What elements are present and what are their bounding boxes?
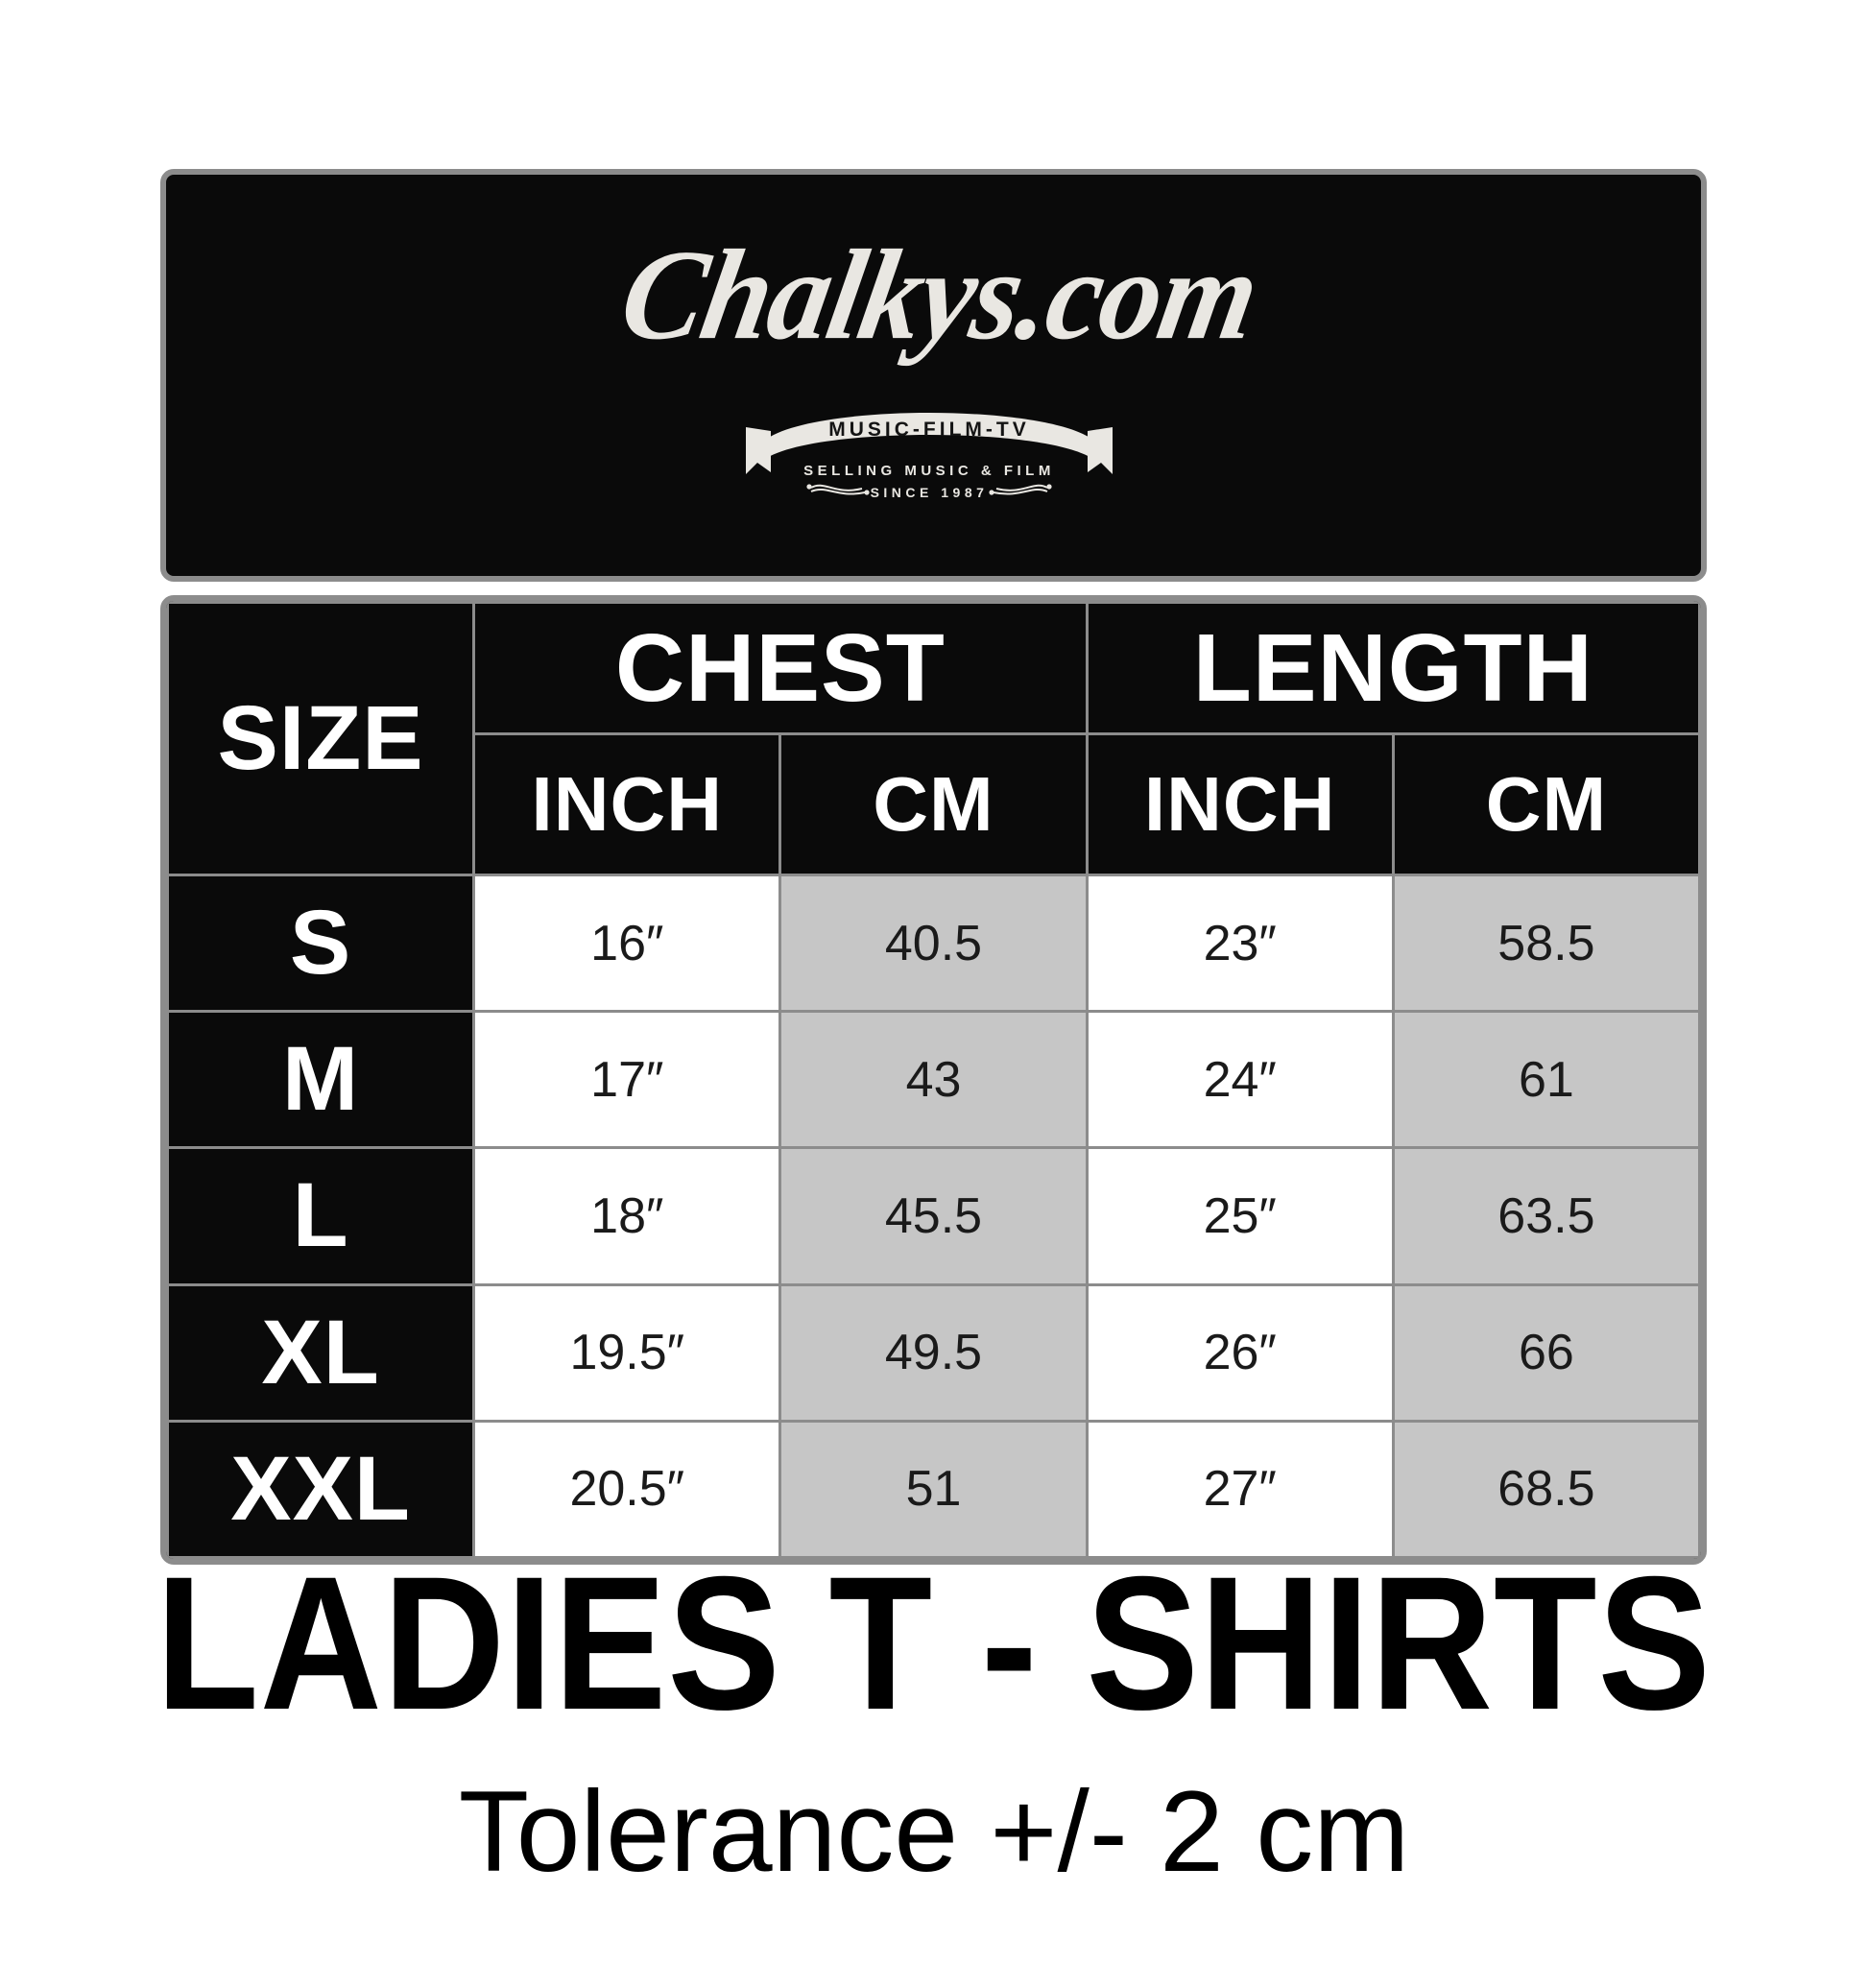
svg-text:SINCE 1987: SINCE 1987 — [871, 485, 989, 500]
svg-text:SELLING MUSIC & FILM: SELLING MUSIC & FILM — [803, 463, 1055, 479]
svg-text:MUSIC-FILM-TV: MUSIC-FILM-TV — [828, 419, 1029, 441]
